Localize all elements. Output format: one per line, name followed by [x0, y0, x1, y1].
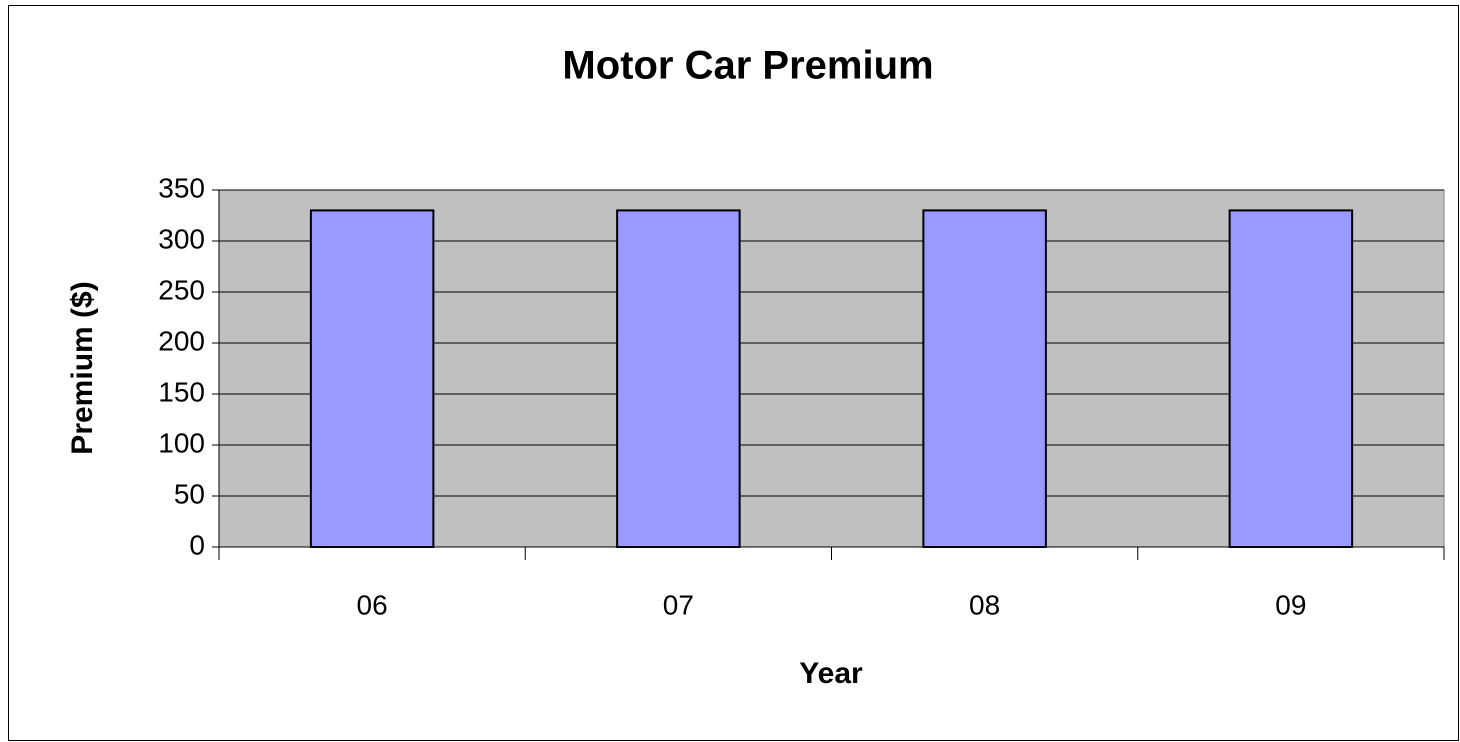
x-tick-label: 09 — [1275, 589, 1306, 620]
y-tick-label: 350 — [158, 172, 205, 203]
bar — [1228, 209, 1354, 548]
chart-title: Motor Car Premium — [562, 44, 933, 88]
x-tick-label: 08 — [969, 589, 1000, 620]
x-axis-label: Year — [799, 657, 863, 690]
y-tick-label: 300 — [158, 223, 205, 254]
bar — [309, 209, 435, 548]
y-tick-label: 50 — [174, 478, 205, 509]
y-tick-label: 200 — [158, 325, 205, 356]
x-tick-label: 07 — [663, 589, 694, 620]
y-tick-label: 100 — [158, 427, 205, 458]
bar — [616, 209, 741, 548]
y-tick-label: 250 — [158, 274, 205, 305]
y-axis-label: Premium ($) — [66, 281, 99, 454]
y-tick-label: 0 — [189, 529, 205, 560]
y-tick-label: 150 — [158, 376, 205, 407]
bar — [922, 209, 1047, 548]
x-tick-label: 06 — [357, 589, 388, 620]
